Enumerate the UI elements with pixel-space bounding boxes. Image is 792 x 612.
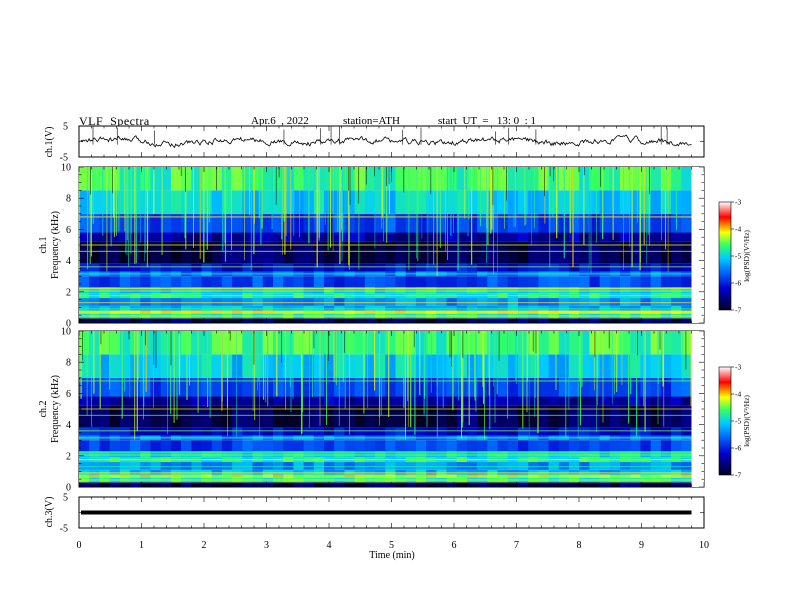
x-tick-label: 3 [264,540,269,551]
x-tick-label: 6 [452,540,457,551]
colorbar-tick-label: -5 [735,252,741,261]
x-tick-label: 0 [77,540,82,551]
ch1-waveform [80,126,692,149]
ch1-colorbar-label: log(PSD)(V²/Hz) [742,230,751,282]
y-tick-label: 5 [63,122,68,133]
y-tick-label: 4 [66,256,71,267]
colorbar-tick-label: -7 [735,306,741,315]
x-tick-label: 7 [514,540,519,551]
x-tick-label: 1 [139,540,144,551]
colorbar-tick-label: -4 [735,390,741,399]
colorbar-tick-label: -3 [735,363,741,372]
chart-title: VLF Spectra [79,114,150,128]
x-tick-label: 4 [327,540,332,551]
station-label: station=ATH [343,115,400,127]
y-tick-label: 2 [66,451,71,462]
ch1-spectrogram-label: ch.1 [38,237,49,254]
x-axis-label: Time (min) [369,550,414,561]
colorbar-tick-label: -6 [735,444,741,453]
x-tick-label: 9 [639,540,644,551]
x-tick-label: 2 [202,540,207,551]
ch2-spectrogram [79,331,704,487]
ch1-waveform-label: ch.1(V) [44,127,55,158]
y-tick-label: -5 [60,153,68,164]
colorbar-ticks: -3 -4 -5 -6 -7 -3 -4 -5 -6 -7 [731,198,741,480]
y-tick-label: 6 [66,225,71,236]
ch2-spectrogram-label: ch.2 [38,401,49,418]
date-label: Apr.6 , 2022 [251,115,309,127]
y-tick-label: -5 [60,524,68,535]
x-tick-label: 8 [577,540,582,551]
ch1-spectrogram [78,167,704,323]
y-tick-label: 0 [66,483,71,494]
x-tick-label: 10 [699,540,709,551]
y-tick-label: 4 [66,420,71,431]
ch2-colorbar [718,366,732,476]
colorbar-tick-label: -6 [735,279,741,288]
ch2-colorbar-label: log(PSD)(V²/Hz) [742,395,751,447]
ch3-waveform [81,510,692,515]
ch1-colorbar [718,201,732,311]
start-ut-label: start UT = 13: 0 : 1 [438,115,536,127]
y-tick-label: 10 [61,163,71,174]
colorbar-tick-label: -4 [735,225,741,234]
y-tick-label: 0 [66,319,71,330]
ch2-frequency-label: Frequency (kHz) [50,375,61,443]
x-tick-label: 5 [389,540,394,551]
colorbar-tick-label: -3 [735,198,741,207]
y-tick-label: 2 [66,287,71,298]
y-tick-label: 8 [66,194,71,205]
ch3-waveform-label: ch.3(V) [44,497,55,528]
y-tick-label: 6 [66,389,71,400]
y-tick-label: 10 [61,327,71,338]
colorbar-tick-label: -5 [735,417,741,426]
y-tick-label: 8 [66,358,71,369]
ch1-frequency-label: Frequency (kHz) [50,211,61,279]
y-tick-label: 5 [63,493,68,504]
colorbar-tick-label: -7 [735,471,741,480]
